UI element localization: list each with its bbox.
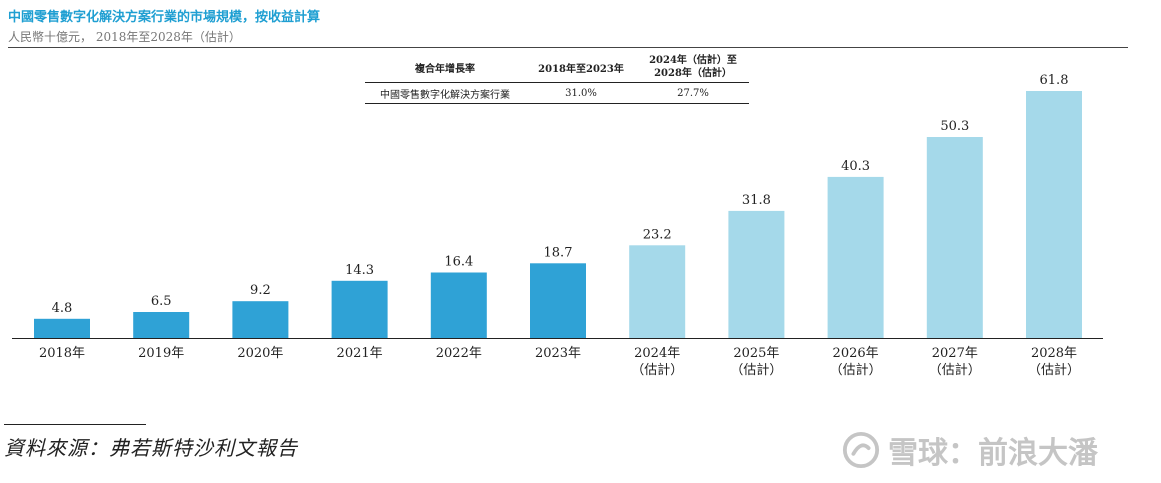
data-label-2020年: 9.2 <box>250 283 271 298</box>
source-divider <box>4 424 146 425</box>
bar-2020年 <box>232 301 289 338</box>
cagr-table-header: 複合年增長率 2018年至2023年 2024年（估計）至 2028年（估計） <box>365 52 749 83</box>
x-tick-label-2018年: 2018年 <box>39 346 85 361</box>
data-label-2019年: 6.5 <box>151 294 172 309</box>
source-note: 資料來源：弗若斯特沙利文報告 <box>4 436 298 460</box>
bar-2018年 <box>34 318 90 338</box>
cagr-table: 複合年增長率 2018年至2023年 2024年（估計）至 2028年（估計） … <box>365 52 749 104</box>
bar-2021年 <box>331 280 388 338</box>
data-label-2028年: 61.8 <box>1040 73 1069 88</box>
title-divider <box>8 47 1128 48</box>
bar-2027年 <box>926 137 983 338</box>
chart-subtitle: 人民幣十億元， 2018年至2028年（估計） <box>8 30 241 44</box>
data-label-2022年: 16.4 <box>444 255 473 270</box>
x-tick-label-2021年: 2021年 <box>337 346 383 361</box>
x-tick-sublabel-2026年: （估計） <box>830 362 882 378</box>
cagr-col2-header-line1: 2024年（估計）至 <box>649 55 737 66</box>
x-tick-label-2028年: 2028年 <box>1031 346 1077 361</box>
data-label-2023年: 18.7 <box>544 245 573 260</box>
bar-2028年 <box>1026 91 1082 338</box>
cagr-row-value2: 27.7% <box>677 87 709 99</box>
cagr-col2-header-line2: 2028年（估計） <box>654 68 732 79</box>
x-tick-label-2019年: 2019年 <box>138 346 184 361</box>
data-label-2027年: 50.3 <box>940 119 969 134</box>
x-tick-label-2020年: 2020年 <box>237 346 283 361</box>
x-tick-sublabel-2024年: （估計） <box>631 362 683 378</box>
cagr-row-value1: 31.0% <box>565 87 597 99</box>
cagr-col1-header: 2018年至2023年 <box>538 63 624 75</box>
x-tick-sublabel-2028年: （估計） <box>1028 362 1080 378</box>
x-tick-sublabel-2025年: （估計） <box>730 362 782 378</box>
bar-2023年 <box>530 263 586 338</box>
x-tick-label-2025年: 2025年 <box>733 346 779 361</box>
cagr-row-label: 中國零售數字化解決方案行業 <box>380 89 510 101</box>
x-tick-label-2024年: 2024年 <box>634 346 680 361</box>
data-label-2026年: 40.3 <box>841 159 870 174</box>
watermark: 雪球：前浪大潘 <box>842 428 1098 472</box>
watermark-text: 雪球：前浪大潘 <box>888 436 1098 471</box>
data-label-2018年: 4.8 <box>52 301 73 316</box>
chart-title: 中國零售數字化解決方案行業的市場規模，按收益計算 <box>8 10 321 25</box>
cagr-col2-header: 2024年（估計）至 2028年（估計） <box>637 54 749 80</box>
bar-2019年 <box>133 312 190 338</box>
bar-2024年 <box>629 245 686 338</box>
x-tick-label-2027年: 2027年 <box>932 346 978 361</box>
x-tick-sublabel-2027年: （估計） <box>929 362 981 378</box>
data-label-2021年: 14.3 <box>345 263 374 278</box>
x-tick-label-2023年: 2023年 <box>535 346 581 361</box>
bar-2025年 <box>728 210 785 338</box>
x-tick-label-2022年: 2022年 <box>436 346 482 361</box>
data-label-2024年: 23.2 <box>643 227 672 242</box>
data-label-2025年: 31.8 <box>742 193 771 208</box>
cagr-header-label: 複合年增長率 <box>415 63 475 75</box>
x-tick-label-2026年: 2026年 <box>833 346 879 361</box>
snowball-logo-icon <box>842 431 880 469</box>
bar-2026年 <box>827 176 884 338</box>
bar-2022年 <box>430 272 487 338</box>
cagr-table-row: 中國零售數字化解決方案行業 31.0% 27.7% <box>365 83 749 104</box>
